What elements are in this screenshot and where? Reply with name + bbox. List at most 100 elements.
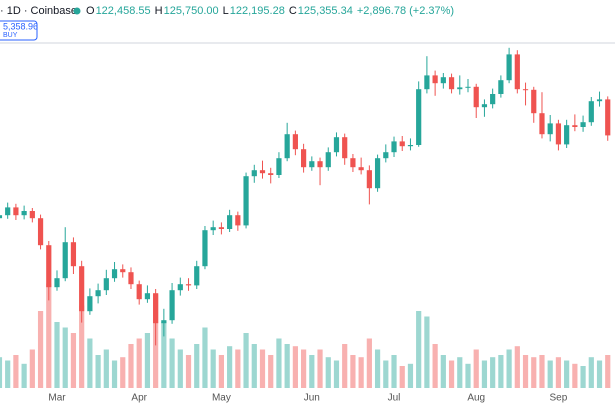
volume-bar bbox=[103, 349, 109, 388]
volume-bar bbox=[120, 357, 126, 388]
candle-body bbox=[498, 80, 504, 94]
volume-bar bbox=[54, 322, 60, 388]
volume-bar bbox=[70, 333, 77, 388]
volume-bar bbox=[161, 322, 167, 388]
ohlc-label: O bbox=[86, 5, 95, 17]
candle-body bbox=[276, 158, 282, 175]
volume-bar bbox=[309, 355, 315, 388]
volume-bar bbox=[276, 338, 282, 388]
candle-body bbox=[210, 227, 216, 231]
candle-body bbox=[177, 284, 183, 291]
volume-bar bbox=[465, 363, 471, 388]
x-tick-label: May bbox=[212, 393, 231, 404]
volume-bar bbox=[194, 344, 200, 388]
candle-body bbox=[342, 137, 348, 159]
candle-body bbox=[424, 75, 430, 90]
candle-body bbox=[358, 167, 364, 171]
buy-button[interactable] bbox=[0, 20, 38, 41]
volume-bar bbox=[185, 355, 192, 388]
candle-body bbox=[596, 99, 603, 102]
volume-bar bbox=[317, 349, 323, 388]
volume-bar bbox=[424, 316, 430, 388]
change: +2,896.78 (+2.37%) bbox=[357, 5, 454, 17]
volume-bar bbox=[136, 338, 142, 388]
volume-bar bbox=[490, 357, 496, 388]
candle-body bbox=[490, 94, 496, 105]
candle-body bbox=[325, 152, 331, 168]
volume-bar bbox=[407, 363, 414, 388]
candle-body bbox=[564, 125, 570, 145]
candle-body bbox=[531, 89, 537, 114]
candle-body bbox=[391, 141, 397, 153]
volume-bar bbox=[29, 349, 35, 388]
candle-body bbox=[457, 87, 463, 90]
buy-price[interactable]: 5,358.96 bbox=[3, 21, 38, 31]
volume-bar bbox=[580, 366, 586, 388]
candle-body bbox=[268, 173, 274, 175]
volume-bar bbox=[301, 349, 307, 388]
x-tick-label: Jul bbox=[388, 393, 401, 404]
buy-label[interactable]: BUY bbox=[3, 32, 18, 39]
volume-bar bbox=[416, 311, 422, 388]
candle-body bbox=[514, 54, 520, 90]
volume-bar bbox=[284, 344, 290, 388]
candle-body bbox=[153, 293, 159, 324]
volume-bar bbox=[531, 357, 537, 388]
volume-bar bbox=[268, 355, 274, 388]
x-tick-label: Mar bbox=[48, 393, 66, 404]
volume-bar bbox=[605, 355, 611, 388]
candle-body bbox=[432, 75, 438, 84]
candle-body bbox=[136, 284, 142, 300]
volume-bar bbox=[259, 349, 266, 388]
volume-bar bbox=[37, 311, 44, 388]
candle-body bbox=[448, 77, 455, 90]
volume-bar bbox=[0, 357, 3, 388]
volume-bar bbox=[243, 333, 249, 388]
candle-body bbox=[79, 266, 85, 312]
candle-body bbox=[399, 141, 405, 147]
candle-body bbox=[46, 245, 52, 288]
candle-body bbox=[309, 161, 315, 168]
candle-body bbox=[547, 123, 553, 135]
candle-body bbox=[13, 207, 19, 216]
candle-body bbox=[95, 290, 101, 297]
candle-body bbox=[350, 158, 356, 168]
volume-bar bbox=[506, 349, 512, 388]
candle-body bbox=[407, 145, 414, 147]
candle-body bbox=[161, 320, 167, 324]
volume-bar bbox=[325, 357, 331, 388]
volume-bar bbox=[218, 355, 224, 388]
volume-bar bbox=[374, 349, 381, 388]
candle-body bbox=[194, 266, 200, 286]
candle-body bbox=[481, 104, 488, 108]
ohlc-value: 125,750.00 bbox=[164, 5, 219, 17]
candle-body bbox=[383, 152, 389, 159]
volume-bar bbox=[21, 363, 27, 388]
candle-body bbox=[333, 137, 340, 153]
candle-body bbox=[128, 272, 134, 285]
volume-bar bbox=[391, 355, 397, 388]
volume-bar bbox=[555, 357, 562, 388]
volume-bar bbox=[572, 363, 578, 388]
candle-body bbox=[366, 170, 372, 189]
x-tick-label: Aug bbox=[467, 393, 485, 404]
volume-bar bbox=[358, 357, 364, 388]
candle-body bbox=[185, 284, 192, 286]
candle-body bbox=[111, 269, 118, 279]
symbol: · 1D · Coinbase bbox=[0, 5, 77, 17]
legend-header: · 1D · Coinbase O 122,458.55 H 125,750.00 L 1… bbox=[0, 5, 454, 17]
candle-body bbox=[605, 99, 611, 136]
volume-bar bbox=[292, 346, 298, 388]
candle-body bbox=[62, 242, 68, 279]
candle-body bbox=[259, 170, 266, 174]
volume-bar bbox=[440, 355, 446, 388]
candle-body bbox=[572, 125, 578, 127]
volume-bar bbox=[169, 338, 175, 388]
candle-body bbox=[317, 161, 323, 168]
candle-body bbox=[103, 278, 109, 291]
candle-body bbox=[301, 149, 307, 168]
volume-bar bbox=[383, 360, 389, 388]
status-dot bbox=[73, 7, 81, 15]
candle-body bbox=[202, 230, 208, 267]
